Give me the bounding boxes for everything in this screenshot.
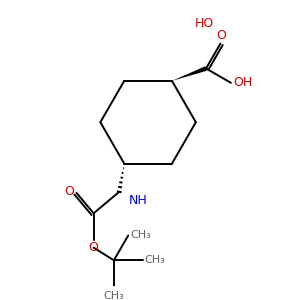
Text: NH: NH: [129, 194, 148, 207]
Text: O: O: [89, 241, 99, 254]
Text: O: O: [65, 185, 74, 198]
Text: O: O: [216, 29, 226, 42]
Polygon shape: [172, 66, 207, 81]
Text: HO: HO: [194, 17, 214, 30]
Text: CH₃: CH₃: [130, 230, 151, 241]
Text: CH₃: CH₃: [145, 255, 165, 265]
Text: CH₃: CH₃: [103, 291, 124, 300]
Text: OH: OH: [233, 76, 252, 89]
